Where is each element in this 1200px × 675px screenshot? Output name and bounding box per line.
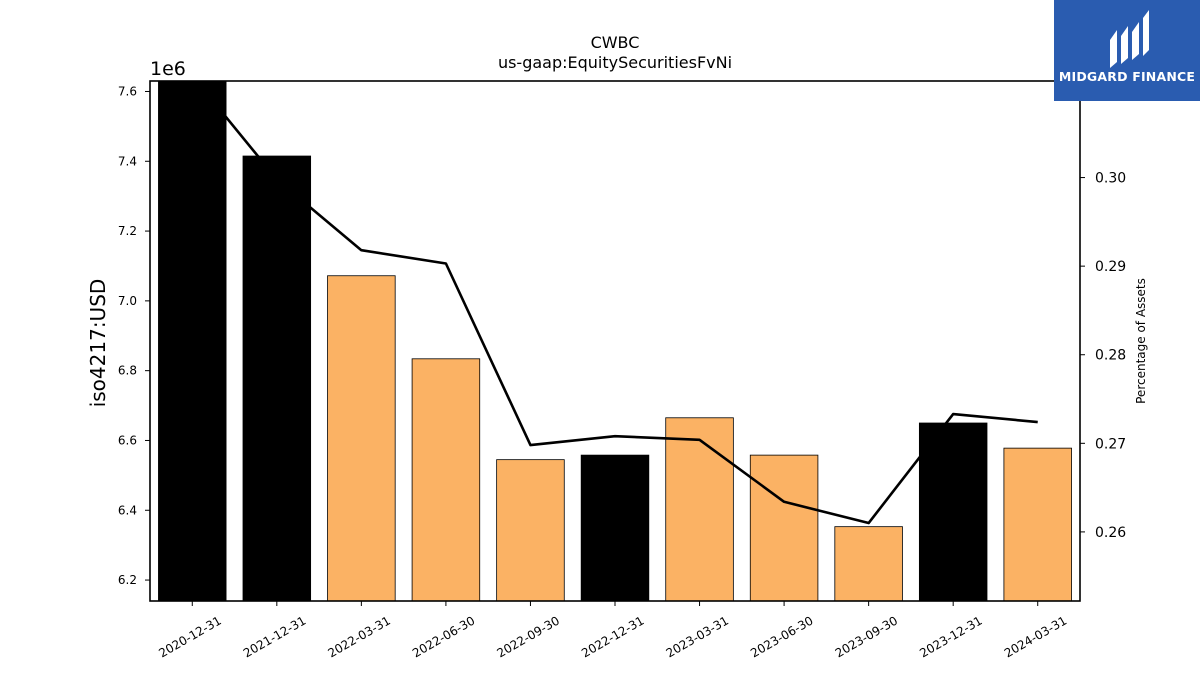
percentage-line-series (194, 81, 1038, 525)
logo-mark-icon (1110, 10, 1149, 68)
y-tick-label: 6.6 (118, 433, 137, 447)
bar (580, 454, 650, 601)
y-tick-label: 7.4 (118, 154, 137, 168)
logo-text: MIDGARD FINANCE (1058, 69, 1196, 84)
x-tick-label: 2024-03-31 (1002, 613, 1069, 660)
y2-tick-label: 0.28 (1095, 348, 1126, 364)
x-tick-label: 2022-03-31 (325, 613, 392, 660)
y-tick-label: 6.2 (118, 573, 137, 587)
x-tick-label: 2022-06-30 (410, 613, 477, 660)
chart-subtitle: us-gaap:EquitySecuritiesFvNi (498, 53, 732, 72)
bar (242, 155, 312, 601)
x-tick-label: 2023-09-30 (833, 613, 900, 660)
y-tick-label: 7.0 (118, 294, 137, 308)
bar-series (158, 81, 1072, 601)
x-tick-label: 2022-12-31 (579, 613, 646, 660)
chart-title: CWBC (591, 33, 640, 52)
y2-axis-label: Percentage of Assets (1134, 278, 1148, 404)
bar (834, 526, 903, 601)
x-tick-label: 2023-06-30 (748, 613, 815, 660)
y2-tick-label: 0.29 (1095, 259, 1126, 275)
x-tick-label: 2022-09-30 (495, 613, 562, 660)
bar (327, 275, 396, 601)
brand-logo: MIDGARD FINANCE (1054, 0, 1200, 101)
x-tick-label: 2023-12-31 (917, 613, 984, 660)
y-axis-offset-label: 1e6 (150, 58, 186, 80)
bar (1003, 447, 1072, 601)
y-tick-label: 7.2 (118, 224, 137, 238)
x-tick-label: 2020-12-31 (156, 613, 223, 660)
y-tick-label: 7.6 (118, 84, 137, 98)
y2-tick-label: 0.27 (1095, 436, 1126, 452)
bar (496, 459, 565, 601)
bar (411, 358, 481, 601)
percentage-line (194, 81, 1038, 525)
bar (918, 422, 988, 601)
y2-tick-label: 0.30 (1095, 171, 1126, 187)
x-tick-label: 2023-03-31 (664, 613, 731, 660)
y-tick-label: 6.4 (118, 503, 137, 517)
y2-tick-label: 0.26 (1095, 525, 1126, 541)
bar (158, 81, 227, 601)
y-axis-label: iso4217:USD (86, 279, 110, 408)
y-tick-label: 6.8 (118, 364, 137, 378)
x-tick-label: 2021-12-31 (241, 613, 308, 660)
bar (749, 454, 819, 601)
bar (665, 417, 734, 601)
